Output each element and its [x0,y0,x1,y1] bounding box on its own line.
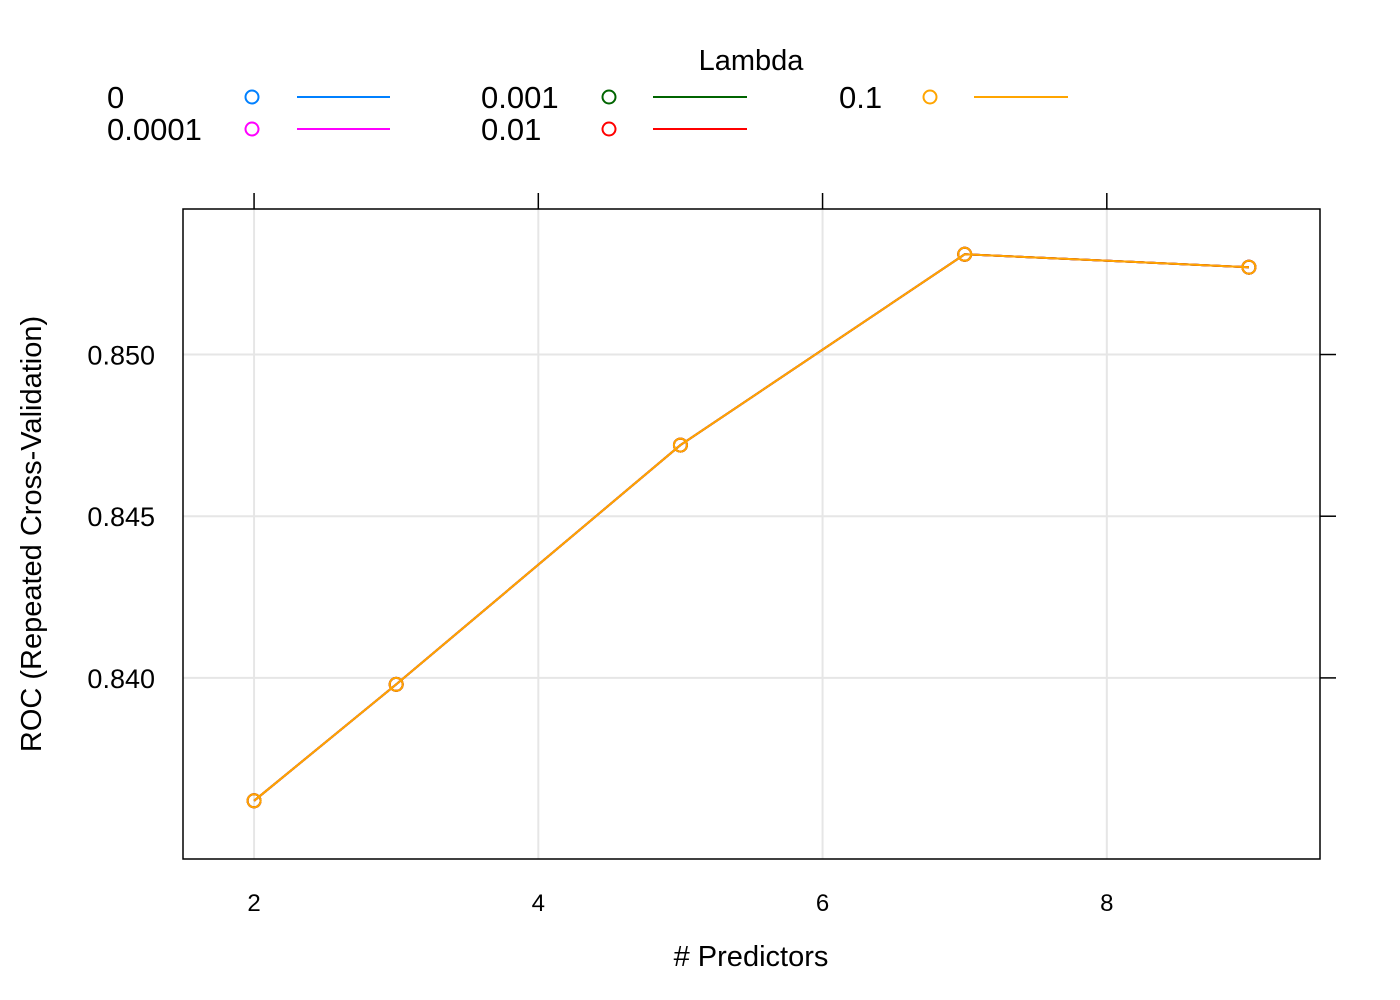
y-axis-label: ROC (Repeated Cross-Validation) [16,316,48,752]
legend-item: 0.1 [839,80,1068,115]
x-tick-label: 4 [532,890,545,917]
legend-item: 0.001 [481,80,747,115]
x-tick-label: 2 [247,890,260,917]
y-tick-label: 0.850 [87,341,155,371]
legend-marker [601,89,617,105]
legend-marker [244,89,260,105]
legend-item: 0.01 [481,112,747,147]
legend-item: 0.0001 [107,112,390,147]
data-point [672,437,688,453]
y-tick-label: 0.845 [87,502,155,532]
legend-label: 0.01 [481,112,541,147]
x-axis-label: # Predictors [674,941,829,973]
legend-marker [922,89,938,105]
legend-marker [244,121,260,137]
axes: 2 4 6 8 0.840 0.845 0.850 [87,193,1336,917]
legend-label: 0.0001 [107,112,202,147]
plot-frame [182,208,1321,860]
legend-item: 0 [107,80,390,115]
data-point [1241,259,1257,275]
legend-marker [601,121,617,137]
y-tick-label: 0.840 [87,664,155,694]
series-0.1 [246,246,1257,809]
data-point [388,676,404,692]
data-point [246,793,262,809]
legend-title: Lambda [699,45,805,77]
legend-label: 0.001 [481,80,559,115]
series-line [253,253,1249,802]
data-point [957,246,973,262]
x-tick-label: 6 [816,890,829,917]
legend-label: 0 [107,80,124,115]
grid [183,209,1320,859]
legend-label: 0.1 [839,80,882,115]
series-group [246,246,1257,809]
x-tick-label: 8 [1100,890,1113,917]
